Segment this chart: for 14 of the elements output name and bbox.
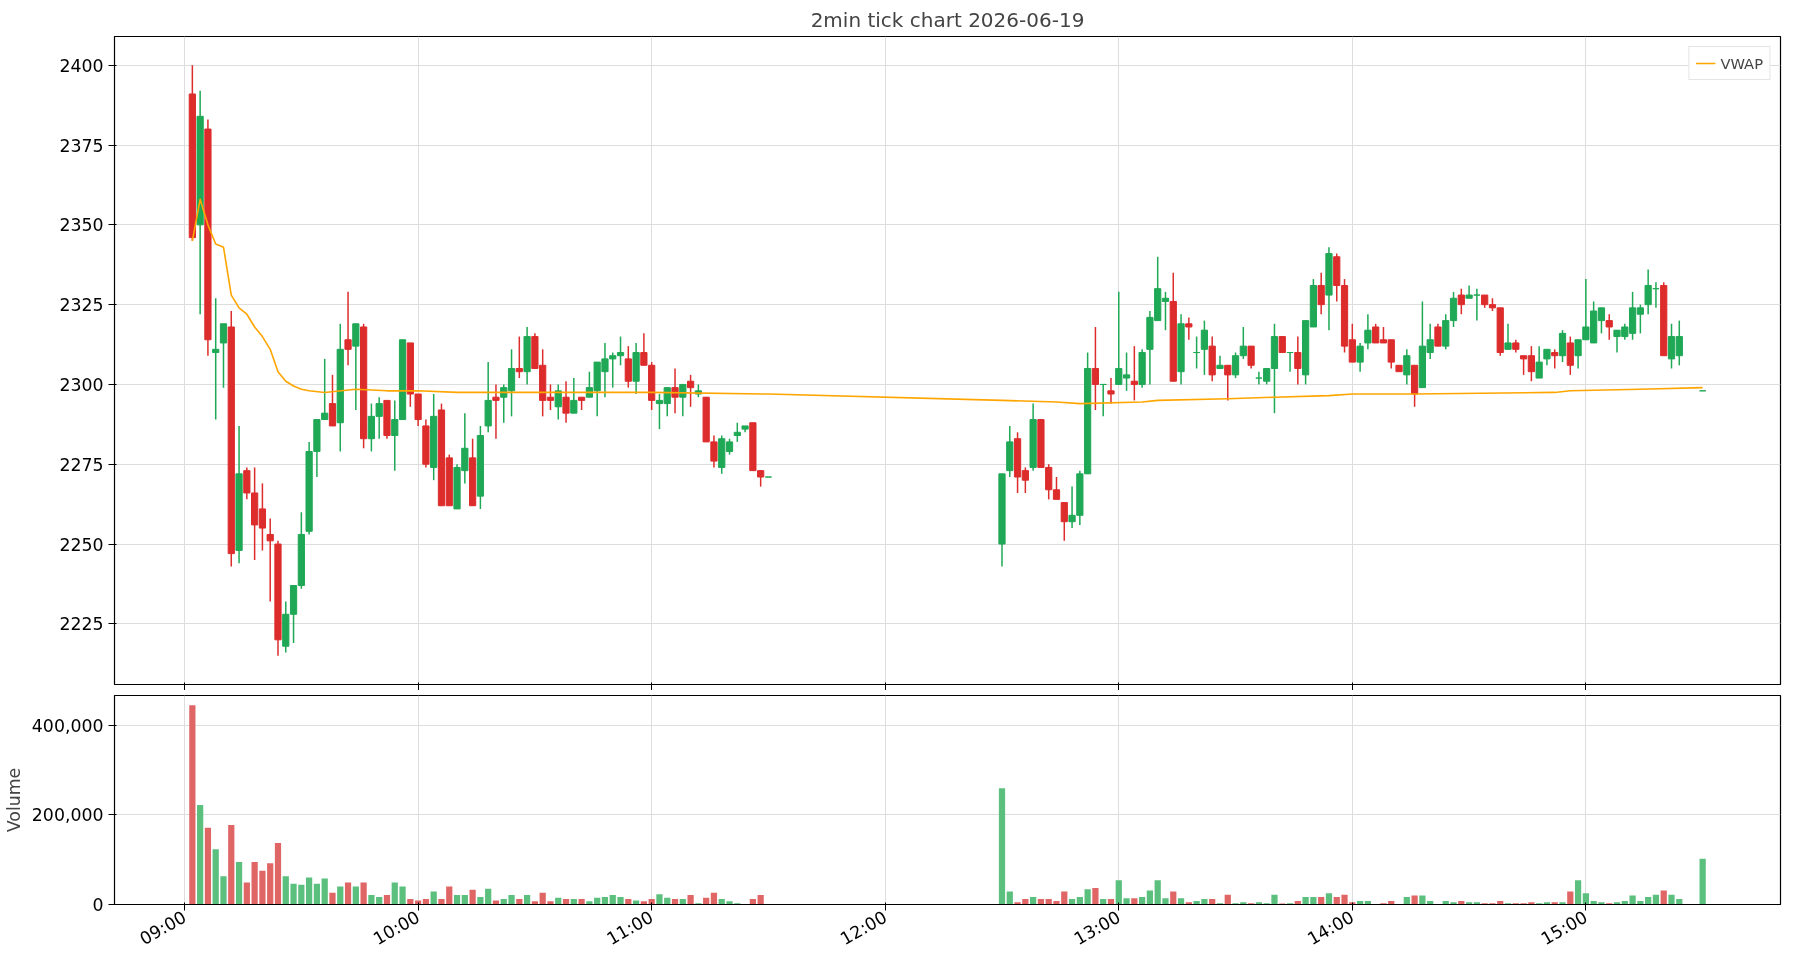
y-tick-label: 2400 — [59, 55, 104, 76]
y-tick-label: 2325 — [59, 295, 104, 316]
y-axis-title: Volume — [3, 767, 24, 833]
y-tick-label: 200,000 — [31, 805, 104, 826]
y-tick-label: 2275 — [59, 454, 104, 475]
chart-title: 2min tick chart 2026-06-19 — [810, 7, 1085, 32]
y-tick-label: 2225 — [59, 614, 104, 635]
legend-label: VWAP — [1720, 54, 1763, 72]
y-tick-label: 0 — [92, 895, 104, 915]
y-tick-label: 2350 — [59, 215, 104, 236]
y-tick-label: 2375 — [59, 135, 104, 156]
y-tick-label: 2300 — [59, 374, 104, 395]
y-tick-label: 400,000 — [31, 715, 104, 736]
y-tick-label: 2250 — [59, 534, 104, 555]
